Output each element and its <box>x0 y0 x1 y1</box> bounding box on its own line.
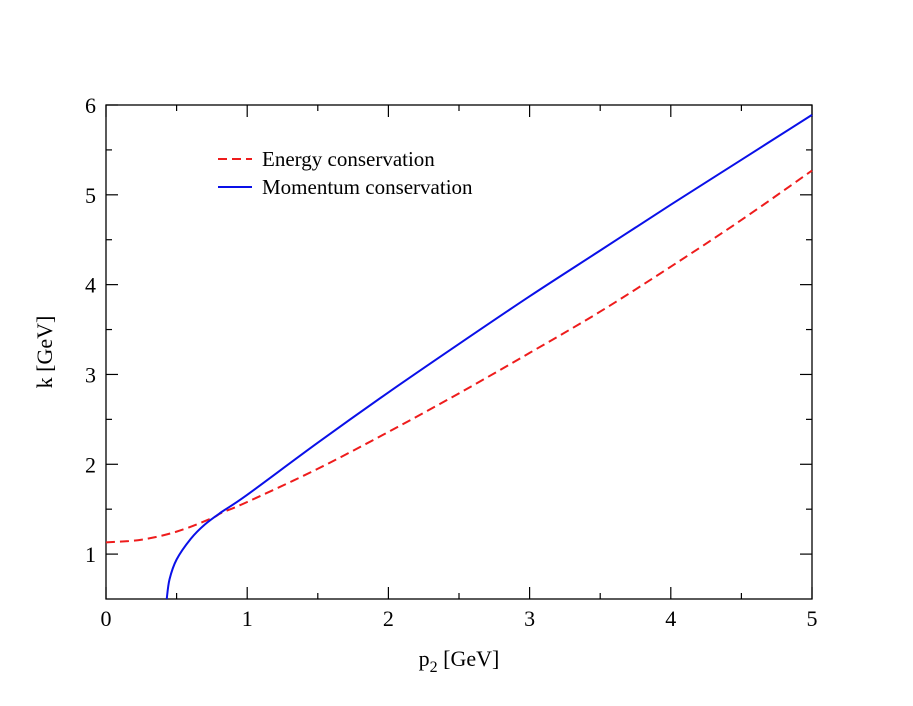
x-tick-labels: 0 1 2 3 4 5 <box>101 606 818 631</box>
series-line-energy <box>105 169 813 544</box>
y-tick-label: 3 <box>85 362 96 387</box>
x-axis-label: p2 [GeV] <box>419 646 500 676</box>
x-tick-label: 2 <box>383 606 394 631</box>
x-tick-label: 4 <box>665 606 676 631</box>
legend-label-momentum: Momentum conservation <box>262 175 473 199</box>
series-line-momentum <box>165 114 813 600</box>
x-tick-label: 0 <box>101 606 112 631</box>
series-group <box>105 114 813 600</box>
y-tick-label: 2 <box>85 452 96 477</box>
y-tick-label: 6 <box>85 93 96 118</box>
y-tick-label: 5 <box>85 183 96 208</box>
legend: Energy conservation Momentum conservatio… <box>218 147 473 199</box>
y-axis-label: k [GeV] <box>32 316 57 389</box>
x-tick-label: 3 <box>524 606 535 631</box>
y-tick-label: 1 <box>85 542 96 567</box>
axis-ticks <box>105 104 813 599</box>
x-tick-label: 1 <box>242 606 253 631</box>
y-tick-labels: 1 2 3 4 5 6 <box>85 93 96 567</box>
y-tick-label: 4 <box>85 273 96 298</box>
x-tick-label: 5 <box>807 606 818 631</box>
legend-label-energy: Energy conservation <box>262 147 435 171</box>
